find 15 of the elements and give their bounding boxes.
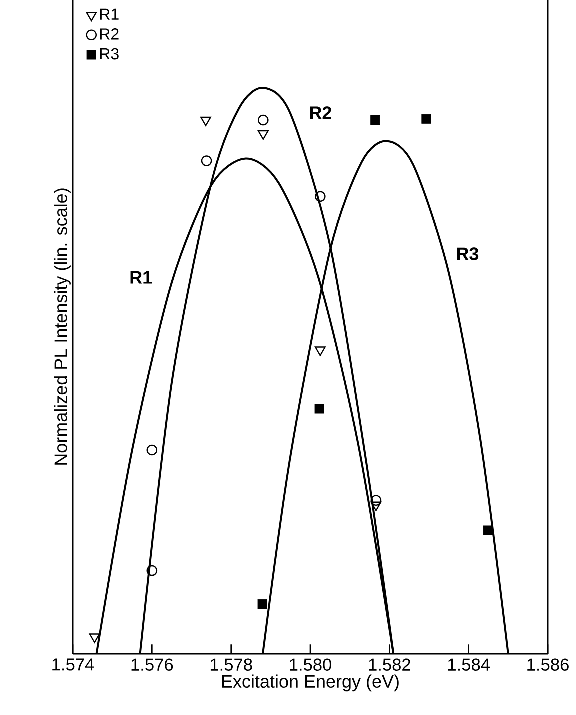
x-tick-label: 1.580: [290, 658, 332, 671]
series-label: R3: [457, 248, 479, 260]
series-label: R2: [310, 106, 332, 120]
legend-label: R2: [100, 28, 119, 40]
legend-label: R1: [100, 8, 119, 20]
legend-label: R3: [100, 48, 119, 60]
x-tick-label: 1.584: [448, 658, 490, 671]
x-tick-label: 1.578: [210, 658, 252, 671]
x-tick-label: 1.574: [52, 658, 94, 671]
x-tick-label: 1.576: [132, 658, 174, 671]
series-label: R1: [130, 271, 152, 284]
x-axis-title: Excitation Energy (eV): [222, 674, 399, 692]
x-tick-label: 1.586: [528, 658, 569, 671]
x-tick-label: 1.582: [369, 658, 410, 671]
y-axis-title: Normalized PL Intensity (lin. scale): [54, 188, 71, 465]
